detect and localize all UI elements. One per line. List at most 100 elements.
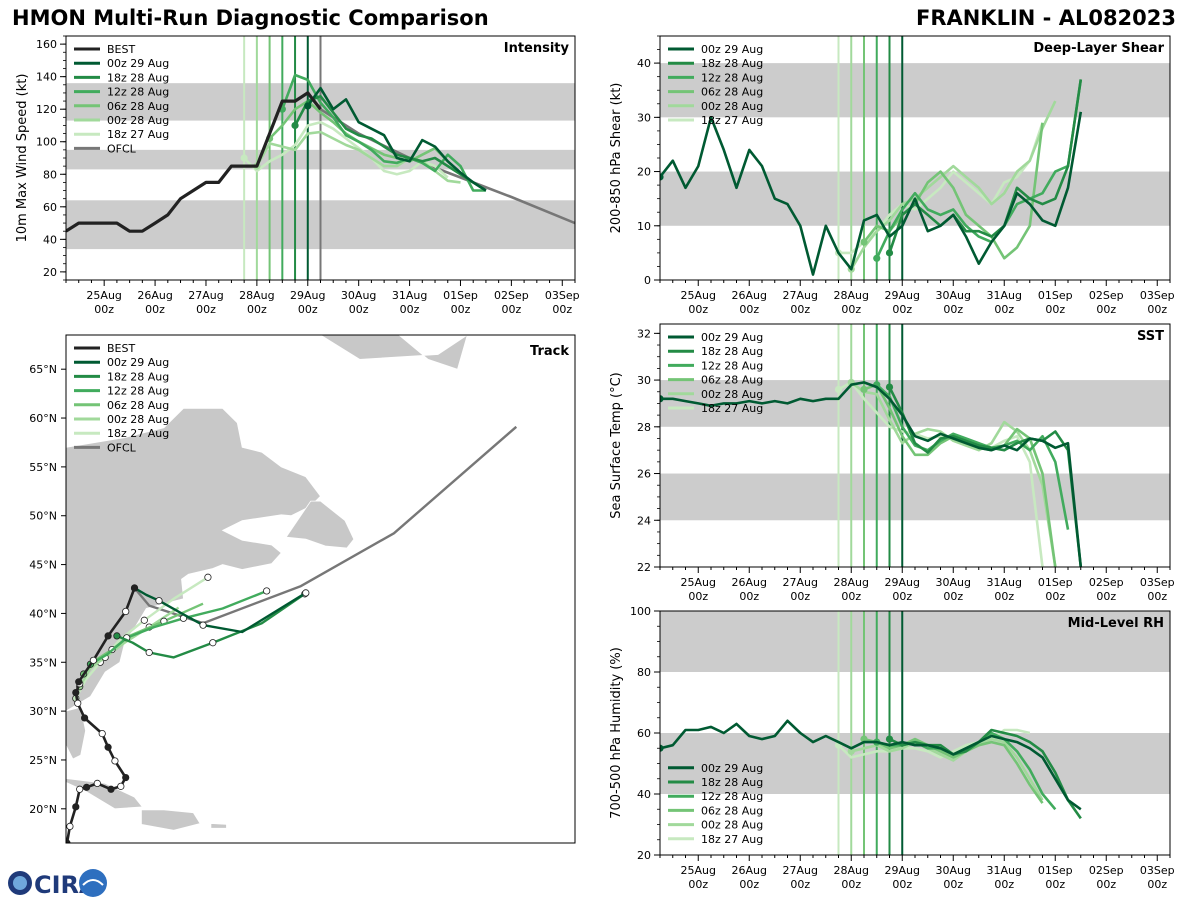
sst-init-marker — [860, 385, 868, 394]
shear-legend-label: 00z 29 Aug — [701, 43, 763, 56]
shear-init-marker — [660, 173, 664, 181]
intensity-init-marker — [304, 102, 312, 110]
sst-x-tick-label: 00z — [892, 590, 912, 603]
rh-legend-label: 00z 28 Aug — [701, 819, 763, 832]
track-point-marker — [104, 632, 112, 640]
track-point-marker — [66, 822, 74, 830]
track-lat-label: 65°N — [29, 363, 57, 376]
track-point-marker — [75, 678, 83, 686]
rh-series-line — [837, 728, 1031, 759]
intensity-panel-title: Intensity — [504, 41, 570, 56]
intensity-x-tick-label: 29Aug — [290, 289, 325, 302]
rh-y-tick-label: 80 — [637, 666, 651, 679]
sst-x-tick-label: 03Sep — [1140, 576, 1175, 589]
land-newfoundland — [285, 500, 355, 549]
rh-series-line — [863, 737, 1044, 804]
intensity-x-tick-label: 00z — [501, 303, 521, 316]
track-point-marker — [111, 757, 119, 765]
shear-x-tick-label: 01Sep — [1038, 289, 1073, 302]
shear-series-line — [875, 79, 1083, 259]
intensity-legend-label: 00z 28 Aug — [107, 114, 169, 127]
track-line — [133, 425, 518, 625]
track-legend-label: 06z 28 Aug — [107, 399, 169, 412]
sst-x-tick-label: 00z — [790, 590, 810, 603]
shear-plot-area — [660, 36, 1170, 280]
sst-x-tick-label: 26Aug — [732, 576, 767, 589]
sst-x-tick-label: 27Aug — [783, 576, 818, 589]
rh-legend-label: 18z 28 Aug — [701, 776, 763, 789]
shear-legend-label: 06z 28 Aug — [701, 86, 763, 99]
track-legend-label: 18z 27 Aug — [107, 427, 169, 440]
rh-init-marker — [660, 744, 664, 752]
sst-y-tick-label: 30 — [637, 374, 651, 387]
sst-x-tick-label: 00z — [739, 590, 759, 603]
track-lat-label: 40°N — [29, 607, 57, 620]
rh-y-tick-label: 20 — [637, 849, 651, 862]
sst-x-tick-label: 30Aug — [936, 576, 971, 589]
track-point-marker — [89, 656, 98, 664]
intensity-y-axis-label: 10m Max Wind Speed (kt) — [15, 74, 30, 243]
sst-x-tick-label: 00z — [1147, 590, 1167, 603]
rh-threshold-band — [660, 611, 1170, 672]
track-line — [116, 592, 306, 659]
sst-panel: 25Aug00z26Aug00z27Aug00z28Aug00z29Aug00z… — [609, 323, 1175, 603]
cira-logo-graphic: CIRA — [8, 869, 107, 899]
land-hispaniola — [140, 809, 201, 831]
rh-x-tick-label: 00z — [1045, 878, 1065, 891]
track-point-marker — [155, 597, 163, 605]
track-point-marker — [82, 783, 91, 791]
sst-legend-label: 12z 28 Aug — [701, 359, 763, 372]
intensity-x-tick-label: 00z — [349, 303, 369, 316]
track-point-marker — [104, 743, 112, 751]
track-lat-label: 30°N — [29, 705, 57, 718]
rh-x-tick-label: 01Sep — [1038, 864, 1073, 877]
logo-swoosh-icon — [82, 879, 104, 886]
track-line — [89, 589, 268, 666]
shear-init-marker — [885, 249, 894, 257]
track-point-marker — [199, 621, 207, 629]
intensity-y-tick-label: 120 — [36, 103, 57, 116]
shear-x-tick-label: 25Aug — [681, 289, 716, 302]
logo-globe-inner-icon — [13, 876, 27, 890]
shear-threshold-band — [660, 63, 1170, 118]
track-line — [133, 586, 307, 634]
shear-x-tick-label: 00z — [841, 303, 861, 316]
shear-x-tick-label: 28Aug — [834, 289, 869, 302]
track-lat-label: 55°N — [29, 461, 57, 474]
rh-panel: 25Aug00z26Aug00z27Aug00z28Aug00z29Aug00z… — [609, 605, 1175, 891]
sst-y-tick-label: 32 — [637, 327, 651, 340]
rh-series-line — [851, 737, 1044, 801]
rh-y-axis-label: 700-500 hPa Humidity (%) — [609, 647, 624, 819]
sst-x-tick-label: 01Sep — [1038, 576, 1073, 589]
track-point-marker — [74, 699, 82, 707]
sst-x-tick-label: 00z — [688, 590, 708, 603]
intensity-x-tick-label: 26Aug — [137, 289, 172, 302]
intensity-x-tick-label: 01Sep — [443, 289, 478, 302]
sst-legend-label: 18z 27 Aug — [701, 402, 763, 415]
rh-legend-label: 06z 28 Aug — [701, 804, 763, 817]
rh-x-tick-label: 28Aug — [834, 864, 869, 877]
rh-x-tick-label: 00z — [994, 878, 1014, 891]
intensity-legend-label: BEST — [107, 43, 135, 56]
rh-x-tick-label: 00z — [1096, 878, 1116, 891]
track-legend-label: 18z 28 Aug — [107, 370, 169, 383]
intensity-y-tick-label: 100 — [36, 136, 57, 149]
intensity-y-tick-label: 60 — [43, 201, 57, 214]
intensity-init-marker — [240, 154, 248, 162]
shear-legend-label: 18z 27 Aug — [701, 114, 763, 127]
shear-x-tick-label: 00z — [688, 303, 708, 316]
track-legend-label: OFCL — [107, 441, 137, 454]
intensity-x-tick-label: 03Sep — [545, 289, 580, 302]
intensity-x-tick-label: 00z — [400, 303, 420, 316]
intensity-y-tick-label: 20 — [43, 266, 57, 279]
shear-x-tick-label: 26Aug — [732, 289, 767, 302]
intensity-series-line — [243, 120, 449, 179]
cira-logo: CIRA — [4, 866, 114, 904]
sst-plot-area — [660, 324, 1170, 567]
shear-series-line — [850, 100, 1057, 270]
intensity-series-line — [293, 94, 487, 192]
rh-x-tick-label: 31Aug — [987, 864, 1022, 877]
shear-x-tick-label: 02Sep — [1089, 289, 1124, 302]
track-frame — [65, 334, 576, 844]
